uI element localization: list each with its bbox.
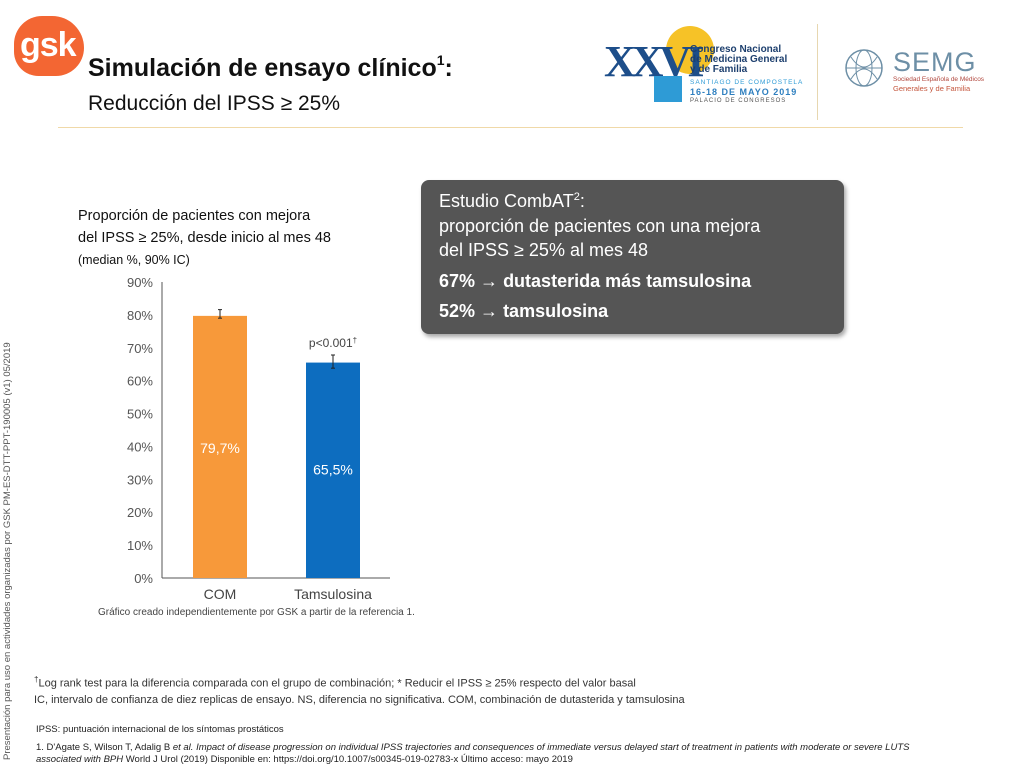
footnote-dagger: †: [34, 675, 39, 684]
callout-study-suffix: :: [579, 191, 585, 211]
y-tick-label: 10%: [127, 538, 153, 553]
reference-source: World J Urol (2019) Disponible en: https…: [123, 754, 573, 765]
callout-line1: Estudio CombAT2:: [439, 191, 585, 212]
footnote-log-rank: †Log rank test para la diferencia compar…: [34, 675, 636, 690]
congress-city: SANTIAGO DE COMPOSTELA: [690, 79, 804, 86]
chart-title-line1: Proporción de pacientes con mejora: [78, 208, 311, 224]
p-value-annotation: p<0.001†: [309, 336, 357, 350]
slide-title: Simulación de ensayo clínico1:: [88, 52, 453, 83]
reference: 1. D'Agate S, Wilson T, Adalig B et al. …: [36, 742, 956, 766]
callout-result-combination: 67% → dutasterida más tamsulosina: [439, 271, 751, 292]
reference-title: et al. Impact of disease progression on …: [36, 742, 910, 765]
congress-logo: XXVI Congreso Nacional de Medicina Gener…: [604, 26, 804, 108]
footnote-ipss: IPSS: puntuación internacional de los sí…: [36, 724, 284, 735]
callout-result-label: dutasterida más tamsulosina: [503, 271, 752, 291]
combat-callout: Estudio CombAT2: proporción de pacientes…: [421, 180, 844, 334]
y-tick-label: 80%: [127, 308, 153, 323]
semg-name: SEMG: [893, 47, 977, 77]
chart-title-line3: (median %, 90% IC): [78, 253, 190, 267]
y-tick-label: 90%: [127, 275, 153, 290]
callout-study-name: Estudio CombAT: [439, 191, 574, 211]
y-tick-label: 50%: [127, 407, 153, 422]
congress-venue: PALACIO DE CONGRESOS: [690, 98, 787, 104]
callout-result-label: tamsulosina: [503, 301, 609, 321]
bar: [306, 362, 360, 578]
congress-name-line1: Congreso Nacional: [690, 44, 782, 55]
semg-subtitle-1: Sociedad Española de Médicos: [893, 76, 985, 83]
callout-line2: proporción de pacientes con una mejora: [439, 216, 761, 236]
gsk-logo: gsk: [14, 16, 84, 76]
chart-title-line2: del IPSS ≥ 25%, desde inicio al mes 48: [78, 230, 331, 246]
x-tick-label: Tamsulosina: [294, 586, 372, 602]
y-tick-label: 40%: [127, 439, 153, 454]
reference-authors: 1. D'Agate S, Wilson T, Adalig B: [36, 742, 173, 753]
slide-title-ref: 1: [436, 52, 445, 68]
p-value-dagger: †: [353, 336, 357, 345]
arrow-right-icon: →: [480, 301, 499, 321]
logo-divider: [817, 24, 818, 120]
congress-shape-icon: [654, 76, 682, 102]
congress-sun-icon: [666, 26, 714, 74]
callout-line3: del IPSS ≥ 25% al mes 48: [439, 240, 648, 260]
congress-name-line2: de Medicina General: [690, 54, 788, 65]
congress-dates: 16-18 DE MAYO 2019: [690, 87, 798, 97]
y-tick-label: 60%: [127, 374, 153, 389]
y-tick-label: 70%: [127, 341, 153, 356]
y-tick-label: 30%: [127, 472, 153, 487]
footnote-abbreviations: IC, intervalo de confianza de diez repli…: [34, 694, 685, 706]
semg-globe-icon: [845, 49, 883, 87]
callout-study-ref: 2: [573, 191, 580, 203]
callout-result-value: 67%: [439, 271, 476, 291]
callout-result-tamsulosin: 52% → tamsulosina: [439, 301, 608, 322]
y-tick-label: 0%: [134, 571, 153, 586]
gsk-logo-shape: [14, 16, 84, 76]
slide-title-text: Simulación de ensayo clínico: [88, 54, 437, 82]
bar-value-label: 65,5%: [313, 461, 353, 477]
semg-subtitle-2: Generales y de Familia: [893, 84, 971, 93]
slide-title-suffix: :: [444, 54, 453, 82]
chart-credit: Gráfico creado independientemente por GS…: [98, 607, 415, 618]
x-tick-label: COM: [204, 586, 237, 602]
slide-subtitle: Reducción del IPSS ≥ 25%: [88, 92, 340, 115]
y-tick-label: 20%: [127, 505, 153, 520]
bar-value-label: 79,7%: [200, 440, 240, 456]
congress-name: Congreso Nacional de Medicina General y …: [690, 45, 787, 75]
arrow-right-icon: →: [480, 271, 499, 291]
footnote-log-rank-text: Log rank test para la diferencia compara…: [38, 677, 636, 690]
bar: [193, 315, 247, 578]
gsk-logo-text: gsk: [20, 26, 77, 64]
chart-title: Proporción de pacientes con mejora del I…: [78, 205, 331, 271]
congress-name-line3: y de Familia: [690, 64, 748, 75]
header-divider: [58, 127, 963, 128]
callout-result-value: 52%: [439, 301, 476, 321]
